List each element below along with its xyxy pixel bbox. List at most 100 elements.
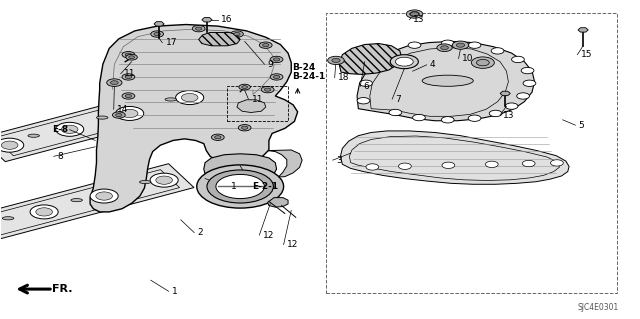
- Circle shape: [90, 189, 118, 203]
- Text: 12: 12: [287, 240, 298, 249]
- Ellipse shape: [422, 75, 473, 86]
- Text: 5: 5: [579, 121, 584, 130]
- Circle shape: [521, 67, 534, 74]
- Text: 12: 12: [262, 231, 274, 240]
- Ellipse shape: [3, 217, 14, 220]
- Circle shape: [116, 107, 144, 121]
- Polygon shape: [268, 150, 302, 177]
- Circle shape: [129, 56, 134, 59]
- Text: 3: 3: [336, 156, 342, 165]
- Circle shape: [262, 44, 269, 47]
- Circle shape: [241, 126, 248, 129]
- Circle shape: [261, 86, 274, 93]
- Circle shape: [390, 55, 419, 69]
- Text: 18: 18: [338, 73, 349, 82]
- Text: 11: 11: [252, 95, 263, 104]
- Text: 8: 8: [57, 152, 63, 161]
- Text: B-24: B-24: [292, 63, 316, 72]
- Polygon shape: [357, 41, 534, 121]
- Circle shape: [259, 42, 272, 48]
- Circle shape: [505, 103, 518, 109]
- Ellipse shape: [71, 198, 83, 202]
- Circle shape: [61, 125, 78, 133]
- Circle shape: [406, 10, 423, 18]
- Polygon shape: [154, 22, 164, 26]
- Polygon shape: [578, 28, 588, 32]
- Text: 17: 17: [166, 38, 177, 47]
- Text: 7: 7: [396, 95, 401, 104]
- Text: E-2-1: E-2-1: [252, 182, 278, 191]
- Circle shape: [408, 42, 421, 48]
- Circle shape: [550, 160, 563, 166]
- Circle shape: [125, 75, 132, 78]
- Circle shape: [181, 93, 198, 102]
- Circle shape: [211, 134, 224, 140]
- Circle shape: [195, 27, 202, 30]
- Circle shape: [476, 59, 489, 66]
- Circle shape: [126, 54, 138, 60]
- Circle shape: [96, 192, 113, 200]
- Text: 6: 6: [364, 82, 369, 91]
- Circle shape: [273, 58, 280, 61]
- Circle shape: [175, 91, 204, 105]
- Text: 13: 13: [503, 111, 515, 120]
- Circle shape: [122, 109, 138, 118]
- Circle shape: [516, 93, 529, 99]
- Polygon shape: [198, 33, 240, 46]
- Circle shape: [36, 208, 52, 216]
- Circle shape: [122, 93, 135, 99]
- Polygon shape: [268, 197, 288, 207]
- Text: 2: 2: [197, 228, 203, 237]
- Circle shape: [441, 46, 449, 50]
- Circle shape: [389, 109, 402, 116]
- Polygon shape: [202, 18, 212, 22]
- Text: B-24-1: B-24-1: [292, 72, 326, 81]
- Circle shape: [328, 56, 344, 64]
- Ellipse shape: [97, 116, 108, 119]
- Circle shape: [111, 81, 118, 85]
- Circle shape: [396, 57, 413, 66]
- Circle shape: [332, 58, 340, 63]
- Circle shape: [242, 86, 248, 88]
- Polygon shape: [0, 164, 194, 244]
- Circle shape: [442, 40, 454, 47]
- Circle shape: [384, 49, 397, 55]
- Circle shape: [366, 164, 379, 170]
- Text: 10: 10: [462, 54, 473, 63]
- Ellipse shape: [140, 181, 151, 184]
- Circle shape: [264, 88, 271, 91]
- Text: E-8: E-8: [52, 125, 68, 134]
- Ellipse shape: [165, 98, 177, 101]
- Circle shape: [238, 124, 251, 131]
- Circle shape: [468, 42, 481, 48]
- Text: 9: 9: [268, 60, 273, 69]
- Circle shape: [107, 79, 122, 86]
- Circle shape: [489, 110, 502, 117]
- Text: 16: 16: [221, 15, 232, 24]
- Circle shape: [456, 43, 465, 47]
- Circle shape: [491, 48, 504, 54]
- Circle shape: [122, 74, 135, 80]
- Circle shape: [151, 31, 164, 37]
- Text: 4: 4: [430, 60, 435, 69]
- Circle shape: [523, 80, 536, 86]
- Circle shape: [125, 53, 132, 56]
- Circle shape: [471, 57, 494, 68]
- Bar: [227, 86, 288, 122]
- Circle shape: [239, 84, 250, 90]
- Circle shape: [56, 122, 84, 136]
- Circle shape: [368, 63, 381, 69]
- Polygon shape: [339, 44, 402, 74]
- Circle shape: [156, 176, 172, 184]
- Polygon shape: [410, 12, 420, 16]
- Circle shape: [150, 173, 178, 187]
- Text: SJC4E0301: SJC4E0301: [578, 303, 619, 312]
- Circle shape: [452, 41, 468, 49]
- Circle shape: [410, 12, 419, 16]
- Text: 15: 15: [580, 50, 592, 59]
- Circle shape: [442, 162, 455, 168]
- Circle shape: [125, 94, 132, 98]
- Circle shape: [437, 44, 452, 51]
- Circle shape: [485, 161, 498, 167]
- Circle shape: [360, 80, 372, 86]
